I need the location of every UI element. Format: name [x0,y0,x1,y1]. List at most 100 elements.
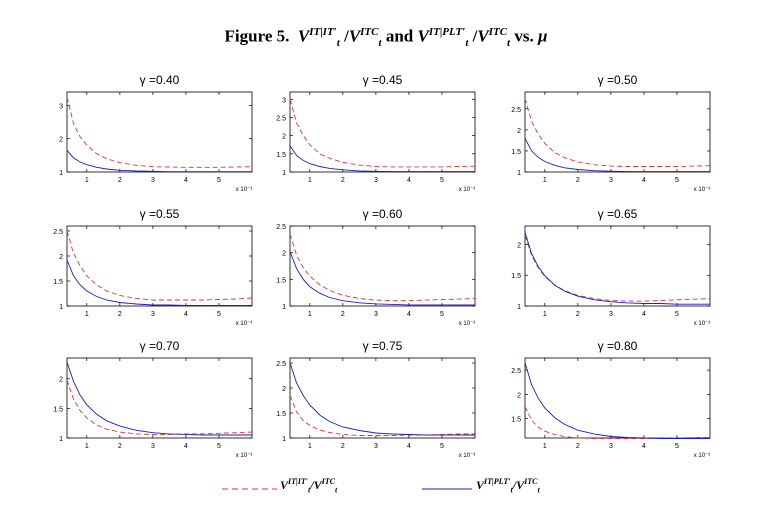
subplot-title: γ =0.50 [598,73,638,87]
legend-dashed-num-sub: t [308,485,311,495]
x-multiplier-label: x 10⁻³ [459,453,476,459]
x-multiplier-label: x 10⁻³ [236,321,253,327]
legend-solid-num-sup: IT|PLT′ [484,477,511,486]
title-sub-2: t [378,37,382,50]
y-tick-label: 2.5 [511,368,521,375]
x-tick-label: 2 [576,443,580,450]
subplot-9: γ =0.80 1.5 2 2.5 1 2 3 4 5 x 10⁻³ [511,339,711,459]
x-tick-label: 1 [543,177,547,184]
axes-frame [66,225,253,307]
subplot-4: γ =0.55 1 1.5 2 2.5 1 2 3 4 5 x 10⁻³ [53,207,253,327]
legend-dashed-den-sup: ITC [321,477,335,486]
axes-frame [66,91,253,173]
y-tick-label: 2.5 [511,107,521,114]
y-tick-label: 1 [59,304,63,311]
y-tick-label: 2 [282,251,286,258]
title-sub-4: t [507,37,511,50]
title-sub-3: t [465,37,469,50]
x-tick-label: 4 [407,443,411,450]
subplot-8: γ =0.75 1 1.5 2 2.5 1 2 3 4 5 x 10⁻³ [276,339,476,459]
y-tick-label: 1 [282,304,286,311]
x-tick-label: 3 [374,443,378,450]
y-tick-label: 1.5 [276,411,286,418]
title-sup-1: IT|IT′ [309,26,337,38]
x-tick-label: 4 [184,177,188,184]
y-tick-label: 1.5 [276,277,286,284]
x-tick-label: 3 [374,177,378,184]
x-multiplier-label: x 10⁻³ [459,187,476,193]
x-tick-label: 4 [184,311,188,318]
legend-dashed-line [222,488,277,490]
subplot-title: γ =0.55 [140,207,180,221]
y-tick-label: 2.5 [53,229,63,236]
legend-dashed-den-sub: t [334,485,338,495]
subplot-title: γ =0.70 [140,339,180,353]
x-tick-label: 1 [308,311,312,318]
x-tick-label: 2 [341,311,345,318]
axes-frame [66,357,253,439]
x-tick-label: 1 [543,311,547,318]
y-tick-label: 1.5 [511,149,521,156]
series-dashed-line [289,99,476,168]
x-tick-label: 5 [675,311,679,318]
legend-solid-slash: / [512,478,517,492]
axes-frame [289,357,476,439]
y-tick-label: 2 [282,134,286,141]
y-tick-label: 1 [517,170,521,177]
y-tick-label: 2.5 [276,361,286,368]
series-solid-line [289,145,475,173]
title-sub-1: t [336,37,340,50]
legend-dashed-num-sup: IT|IT′ [288,477,309,486]
y-tick-label: 2.5 [276,115,286,122]
y-tick-label: 1 [59,436,63,443]
title-var-2: V [348,26,361,46]
y-tick-label: 2 [59,254,63,261]
x-multiplier-label: x 10⁻³ [236,187,253,193]
x-tick-label: 3 [151,443,155,450]
x-multiplier-label: x 10⁻³ [694,187,711,193]
y-tick-label: 1 [282,436,286,443]
y-tick-label: 2 [517,128,521,135]
title-sup-4: ITC [488,26,508,38]
legend-solid-den-sub: t [537,485,540,495]
legend-dashed-var: V [280,478,289,492]
y-tick-label: 2 [59,137,63,144]
title-mu: μ [537,26,548,46]
x-tick-label: 4 [407,177,411,184]
y-tick-label: 2.5 [276,224,286,231]
subplot-2: γ =0.45 1 1.5 2 2.5 3 1 2 3 4 5 x 10⁻³ [276,73,476,193]
x-tick-label: 5 [217,311,221,318]
y-tick-label: 2 [282,386,286,393]
axes-frame [524,225,711,307]
y-tick-label: 1.5 [276,152,286,159]
x-tick-label: 5 [440,311,444,318]
subplot-title: γ =0.40 [140,73,180,87]
subplot-7: γ =0.70 1 1.5 2 1 2 3 4 5 x 10⁻³ [53,339,253,459]
x-tick-label: 4 [184,443,188,450]
x-multiplier-label: x 10⁻³ [694,321,711,327]
title-sup-3: IT|PLT′ [428,26,466,38]
x-tick-label: 2 [341,177,345,184]
x-multiplier-label: x 10⁻³ [236,453,253,459]
title-vs: vs. [514,26,534,46]
legend-dashed-label: VIT|IT′t/VITCt [280,477,337,494]
series-dashed-line [524,406,710,439]
series-solid-line [66,259,252,306]
x-tick-label: 1 [85,443,89,450]
y-tick-label: 2 [59,377,63,384]
title-var-1: V [297,26,310,46]
series-dashed-line [289,395,475,436]
series-solid-line [66,361,252,436]
x-tick-label: 5 [440,443,444,450]
x-tick-label: 2 [576,177,580,184]
title-sup-2: ITC [360,26,379,38]
y-tick-label: 2 [517,392,521,399]
subplot-3: γ =0.50 1 1.5 2 2.5 1 2 3 4 5 x 10⁻³ [511,73,711,193]
x-tick-label: 3 [151,177,155,184]
x-tick-label: 5 [217,177,221,184]
legend-solid-var: V [476,478,485,492]
subplot-title: γ =0.80 [598,339,638,353]
x-tick-label: 2 [341,443,345,450]
y-tick-label: 3 [282,97,286,104]
subplot-title: γ =0.75 [363,339,403,353]
